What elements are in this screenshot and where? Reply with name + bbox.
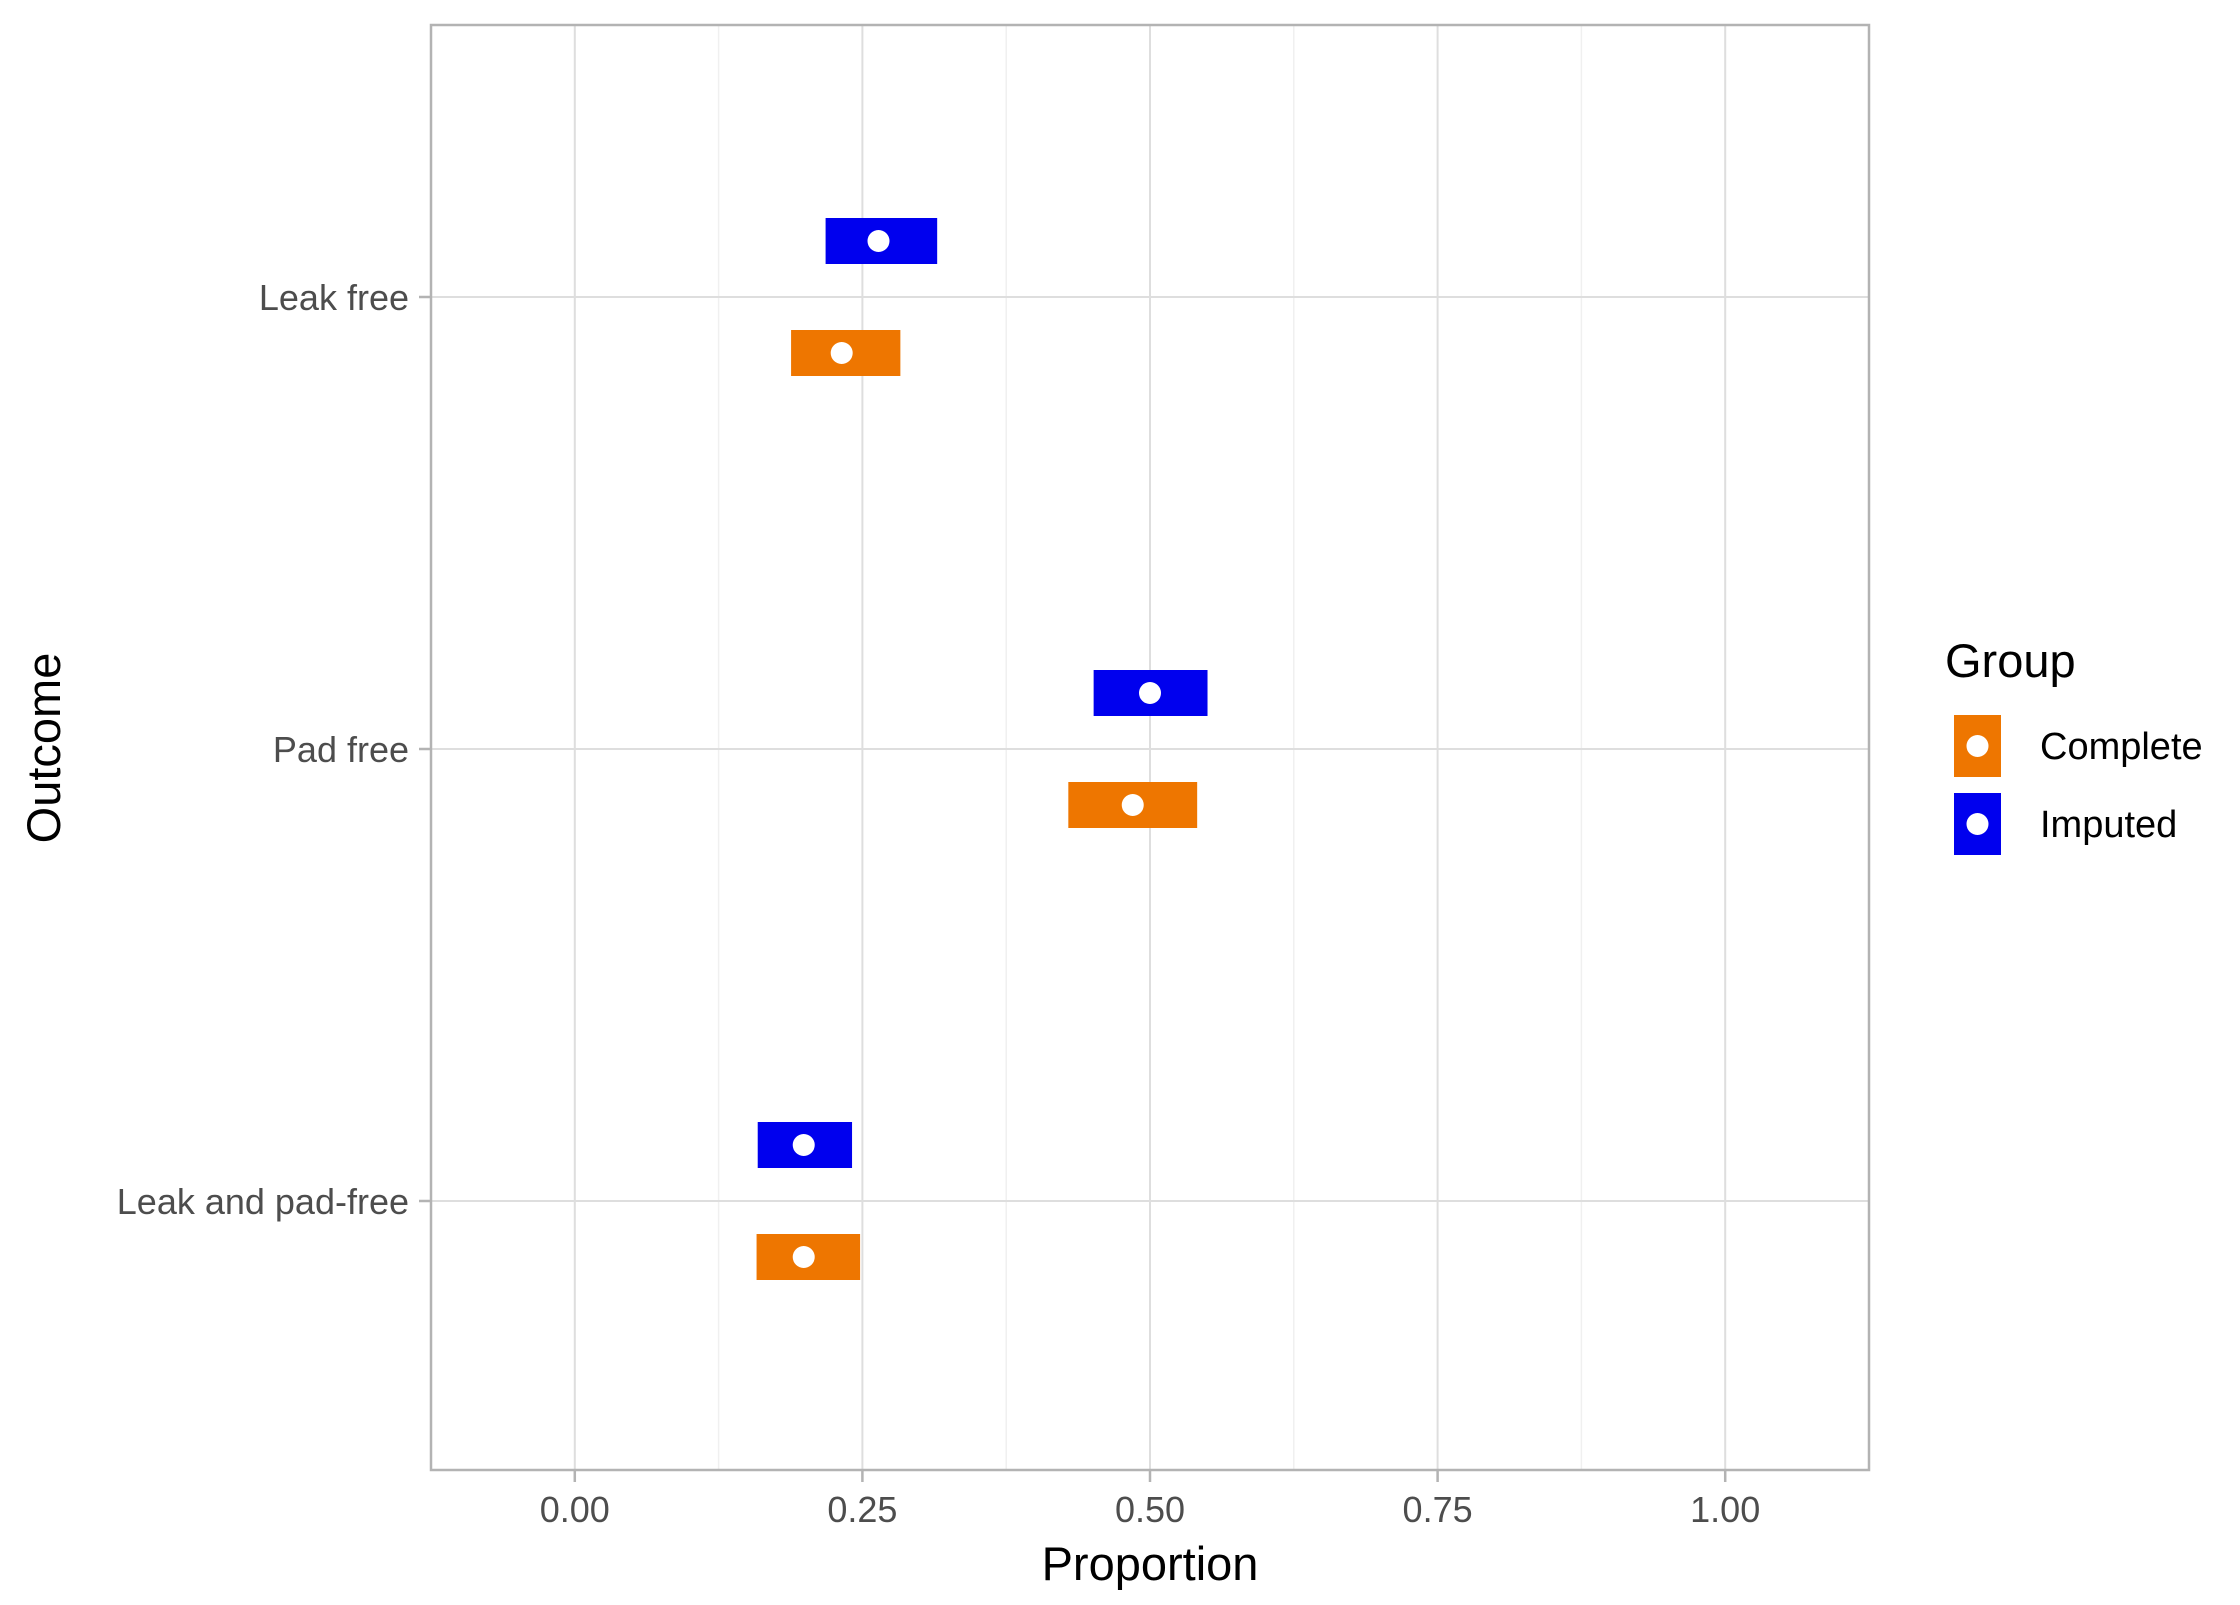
axis-layer: 0.00 0.25 0.50 0.75 1.00 Leak free Pad free Lea… — [117, 277, 1760, 1530]
y-tick-label: Leak free — [259, 277, 409, 318]
legend: Group Complete Imputed — [1945, 634, 2203, 855]
x-axis-title: Proportion — [1042, 1537, 1259, 1590]
point-estimate-complete — [792, 1246, 815, 1268]
legend-title: Group — [1945, 634, 2076, 687]
grid-layer — [431, 25, 1869, 1470]
marks-layer — [756, 218, 1208, 1280]
x-tick-label: 0.75 — [1403, 1489, 1473, 1530]
legend-key-point — [1966, 735, 1989, 757]
y-tick-label: Pad free — [273, 729, 409, 770]
point-estimate-complete — [830, 342, 853, 364]
y-axis-title: Outcome — [17, 653, 70, 844]
legend-label-complete: Complete — [2040, 726, 2203, 768]
legend-items: Complete Imputed — [1954, 715, 2203, 855]
point-estimate-complete — [1121, 794, 1144, 816]
x-tick-label: 1.00 — [1690, 1489, 1760, 1530]
point-estimate-imputed — [867, 230, 890, 252]
point-estimate-imputed — [1139, 682, 1161, 704]
x-tick-label: 0.00 — [540, 1489, 610, 1530]
point-estimate-imputed — [792, 1134, 815, 1156]
legend-key-point — [1966, 813, 1989, 835]
x-tick-label: 0.50 — [1115, 1489, 1185, 1530]
legend-label-imputed: Imputed — [2040, 804, 2177, 846]
y-tick-label: Leak and pad-free — [117, 1181, 409, 1222]
x-tick-label: 0.25 — [827, 1489, 897, 1530]
